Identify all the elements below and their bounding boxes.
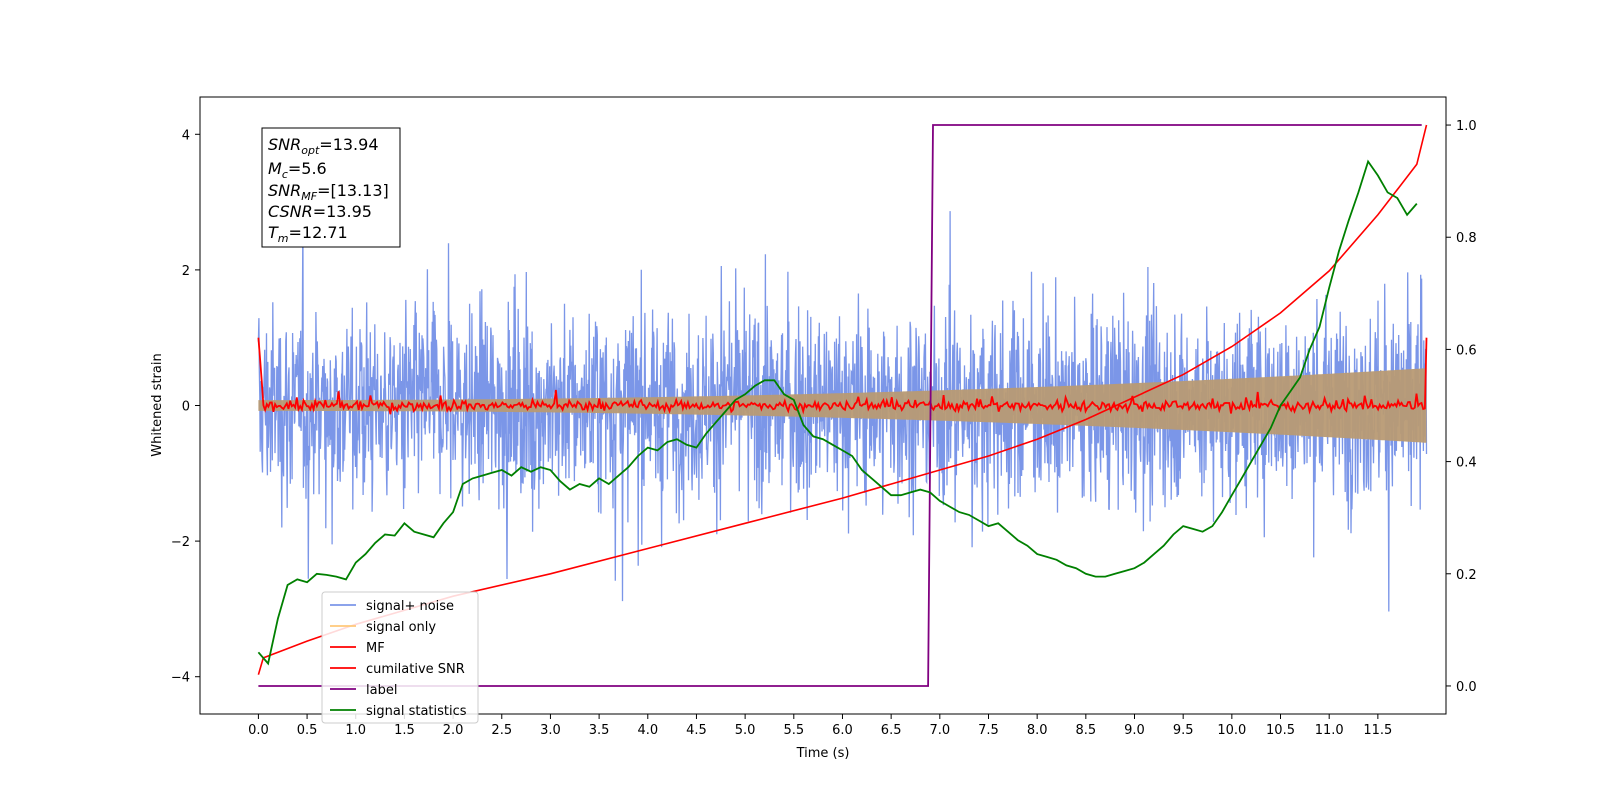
stat-csnr-name: CSNR [268,202,313,221]
y-right-tick-label: 0.8 [1456,231,1477,246]
stats-box: SNRopt=13.94 Mc=5.6 SNRMF=[13.13] CSNR=1… [261,127,401,248]
stat-snr-opt-sub: opt [301,144,320,157]
stat-csnr-value: =13.95 [313,202,372,221]
x-tick-label: 6.0 [832,723,853,738]
stat-mc-name: M [268,159,282,178]
x-axis-label: Time (s) [796,746,850,761]
x-tick-label: 2.5 [491,723,512,738]
stat-tm-name: T [268,223,279,242]
legend: signal+ noise signal only MF cumilative SNR… [321,591,479,724]
stats-box-frame [261,127,401,248]
stat-snr-mf-sub: MF [301,190,317,203]
stat-csnr: CSNR=13.95 [268,202,372,221]
x-tick-label: 8.5 [1075,723,1096,738]
stat-tm-sub: m [278,232,289,245]
y-right-tick-label: 0.4 [1456,456,1477,471]
stat-snr-opt-value: =13.94 [319,135,378,154]
y-right-tick-label: 1.0 [1456,119,1477,134]
stat-tm: Tm=12.71 [268,223,348,245]
y-left-tick-label: 2 [182,264,190,279]
y-axis-right: 0.0 0.2 0.4 0.6 0.8 1.0 [1446,119,1477,695]
stat-snr-mf-name: SNR [268,181,301,200]
y-right-tick-label: 0.2 [1456,568,1477,583]
stat-tm-value: =12.71 [289,223,348,242]
x-tick-label: 0.0 [248,723,269,738]
x-tick-label: 10.0 [1217,723,1246,738]
x-tick-label: 3.0 [540,723,561,738]
series-label [258,124,1422,687]
x-tick-label: 1.0 [345,723,366,738]
series-mf [257,337,1428,415]
legend-entry-label: cumilative SNR [366,662,465,677]
x-tick-label: 0.5 [297,723,318,738]
legend-entry-label: MF [366,641,385,656]
x-tick-label: 4.0 [637,723,658,738]
stat-mc-value: =5.6 [288,159,327,178]
x-tick-label: 3.5 [589,723,610,738]
series-signal-only [258,368,1427,443]
y-left-tick-label: 0 [182,400,190,415]
stat-mc: Mc=5.6 [268,159,327,181]
x-tick-label: 11.0 [1315,723,1344,738]
y-axis-left: −4 −2 0 2 4 [171,128,200,686]
x-axis: 0.0 0.5 1.0 1.5 2.0 2.5 3.0 3.5 4.0 4.5 5.0 5.5 6.0 6… [248,714,1392,738]
legend-entry-label: signal+ noise [366,599,454,614]
x-tick-label: 1.5 [394,723,415,738]
x-tick-label: 7.0 [929,723,950,738]
stat-snr-opt-name: SNR [268,135,301,154]
x-tick-label: 4.5 [686,723,707,738]
stat-snr-mf: SNRMF=[13.13] [268,181,389,203]
legend-entry-label: signal statistics [366,704,467,719]
x-tick-label: 7.5 [978,723,999,738]
x-tick-label: 10.5 [1266,723,1295,738]
x-tick-label: 2.0 [443,723,464,738]
y-left-tick-label: −2 [171,535,190,550]
x-tick-label: 5.0 [735,723,756,738]
y-right-tick-label: 0.6 [1456,343,1477,358]
legend-entry-label: label [366,683,397,698]
series-layer [257,124,1428,687]
legend-entry-label: signal only [366,620,436,635]
stat-mc-sub: c [282,168,288,181]
series-signal-statistics [257,159,1418,666]
legend-frame [321,591,479,724]
y-left-tick-label: 4 [182,128,190,143]
x-tick-label: 9.5 [1173,723,1194,738]
stat-snr-mf-value: =[13.13] [317,181,389,200]
x-tick-label: 11.5 [1363,723,1392,738]
y-left-tick-label: −4 [171,671,190,686]
x-tick-label: 5.5 [783,723,804,738]
x-tick-label: 6.5 [881,723,902,738]
y-right-tick-label: 0.0 [1456,680,1477,695]
stat-snr-opt: SNRopt=13.94 [268,135,379,157]
y-axis-label: Whitened strain [150,353,165,456]
x-tick-label: 8.0 [1027,723,1048,738]
x-tick-label: 9.0 [1124,723,1145,738]
